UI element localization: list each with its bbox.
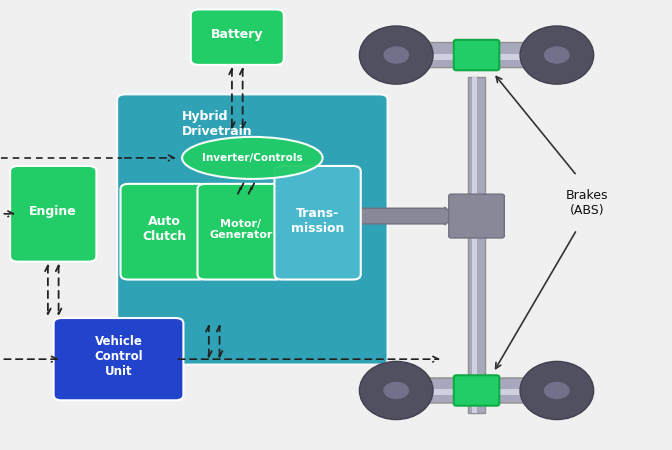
- Ellipse shape: [544, 382, 570, 399]
- Ellipse shape: [182, 137, 323, 179]
- Text: Brakes
(ABS): Brakes (ABS): [566, 189, 608, 216]
- FancyBboxPatch shape: [454, 40, 499, 70]
- FancyBboxPatch shape: [191, 9, 284, 65]
- Text: Engine: Engine: [29, 205, 77, 218]
- Bar: [400, 54, 554, 59]
- FancyBboxPatch shape: [394, 43, 559, 68]
- FancyBboxPatch shape: [449, 194, 504, 238]
- Bar: [472, 77, 477, 413]
- Ellipse shape: [383, 382, 409, 399]
- FancyBboxPatch shape: [117, 94, 388, 365]
- Text: Trans-
mission: Trans- mission: [291, 207, 345, 234]
- Bar: [468, 77, 485, 413]
- FancyBboxPatch shape: [454, 375, 499, 406]
- Text: Hybrid
Drivetrain: Hybrid Drivetrain: [182, 110, 253, 139]
- Ellipse shape: [520, 361, 593, 419]
- Text: Motor/
Generator: Motor/ Generator: [209, 219, 273, 240]
- FancyBboxPatch shape: [10, 166, 96, 261]
- FancyBboxPatch shape: [120, 184, 207, 279]
- Text: Vehicle
Control
Unit: Vehicle Control Unit: [94, 335, 143, 378]
- FancyBboxPatch shape: [54, 318, 183, 400]
- Text: Battery: Battery: [212, 28, 264, 41]
- FancyBboxPatch shape: [198, 184, 284, 279]
- Ellipse shape: [360, 26, 433, 84]
- FancyBboxPatch shape: [394, 378, 559, 403]
- FancyArrow shape: [356, 207, 455, 225]
- Ellipse shape: [544, 46, 570, 64]
- Ellipse shape: [520, 26, 593, 84]
- Text: Inverter/Controls: Inverter/Controls: [202, 153, 302, 163]
- Ellipse shape: [383, 46, 409, 64]
- Bar: [400, 389, 554, 395]
- Ellipse shape: [360, 361, 433, 419]
- FancyBboxPatch shape: [274, 166, 361, 279]
- Text: Auto
Clutch: Auto Clutch: [142, 216, 186, 243]
